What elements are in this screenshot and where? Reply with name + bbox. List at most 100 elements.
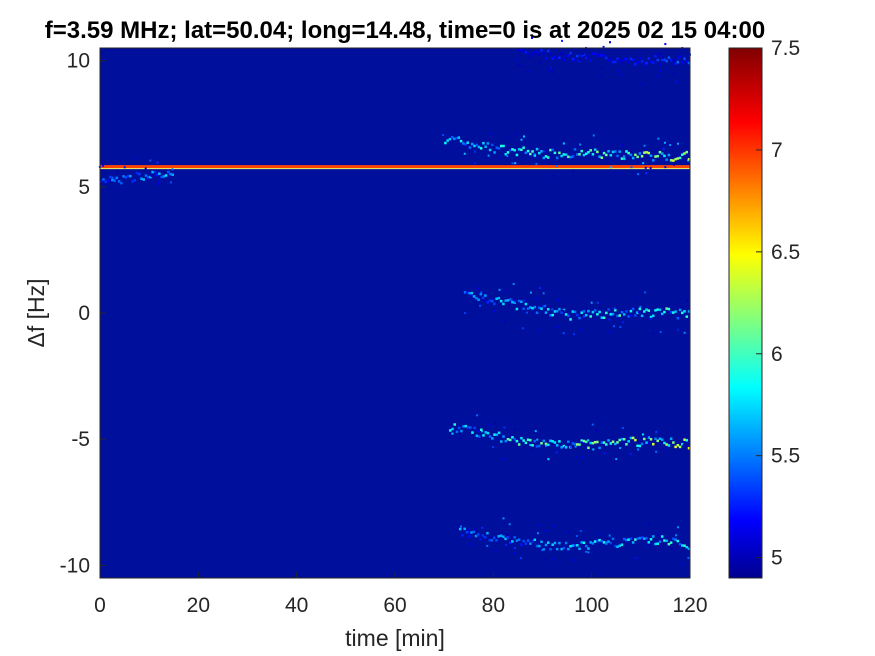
heatmap-cell [625, 57, 628, 61]
heatmap-cell [481, 534, 485, 537]
heatmap-cell [627, 538, 630, 541]
heatmap-cell [524, 51, 528, 54]
heatmap-cell [669, 311, 672, 314]
heatmap-cell [657, 534, 660, 537]
heatmap-cell [625, 443, 628, 446]
colorbar-scale [728, 47, 763, 579]
heatmap-cell [511, 300, 514, 304]
heatmap-cell [580, 54, 583, 58]
heatmap-cell [683, 310, 686, 313]
heatmap-cell [517, 148, 521, 151]
heatmap-cell [649, 60, 653, 64]
heatmap-cell [629, 314, 632, 317]
heatmap-cell [618, 314, 621, 317]
heatmap-cell [534, 430, 537, 433]
heatmap-cell [500, 440, 503, 443]
heatmap-cell [669, 541, 673, 544]
heatmap-cell [638, 536, 642, 540]
heatmap-cell [555, 444, 559, 447]
heatmap-cell [481, 526, 484, 529]
heatmap-cell [617, 70, 620, 73]
heatmap-cell [111, 176, 114, 179]
heatmap-cell [676, 444, 680, 447]
heatmap-cell [480, 428, 483, 431]
heatmap-cell [605, 311, 608, 315]
heatmap-cell [469, 542, 472, 545]
heatmap-cell [529, 291, 532, 294]
heatmap-cell [529, 542, 532, 545]
heatmap-cell [582, 52, 585, 55]
heatmap-cell [466, 426, 470, 429]
heatmap-cell [463, 312, 466, 315]
heatmap-cell [620, 310, 624, 314]
heatmap-cell [611, 312, 615, 316]
heatmap-cell [538, 444, 541, 448]
heatmap-cell [129, 174, 132, 178]
heatmap-cell [573, 148, 577, 151]
heatmap-cell [616, 545, 619, 549]
heatmap-cell [502, 144, 505, 148]
heatmap-cell [505, 543, 508, 546]
heatmap-cell [610, 166, 613, 169]
heatmap-cell [535, 162, 538, 165]
heatmap-cell [126, 174, 130, 178]
heatmap-cell [460, 525, 463, 528]
heatmap-cell [465, 530, 469, 534]
heatmap-cell [488, 148, 492, 152]
heatmap-cell [560, 446, 563, 449]
heatmap-cell [678, 308, 682, 312]
heatmap-cell [522, 307, 525, 311]
heatmap-cell [113, 179, 116, 182]
heatmap-cell [506, 151, 510, 154]
heatmap-cell [482, 299, 485, 302]
heatmap-cell [649, 154, 653, 157]
heatmap-cell [571, 544, 575, 547]
heatmap-cell [622, 321, 625, 324]
heatmap-cell [669, 159, 673, 162]
heatmap-cell [686, 299, 689, 302]
heatmap-cell [522, 439, 525, 442]
heatmap-cell [589, 59, 592, 62]
heatmap-cell [474, 534, 478, 538]
heatmap-cell [156, 161, 159, 164]
heatmap-cell [583, 315, 586, 318]
heatmap-cell [605, 153, 608, 157]
heatmap-cell [636, 440, 639, 443]
heatmap-cell [553, 174, 556, 177]
heatmap-cell [645, 61, 648, 65]
heatmap-cell [542, 292, 545, 295]
heatmap-cell [460, 429, 463, 433]
heatmap-cell [660, 52, 663, 55]
x-tick-label: 0 [94, 594, 106, 617]
heatmap-cell [576, 443, 579, 446]
heatmap-cell [647, 151, 651, 155]
heatmap-cell [538, 524, 541, 527]
heatmap-cell [645, 441, 648, 444]
heatmap-cell [587, 551, 590, 554]
heatmap-cell [654, 54, 657, 58]
heatmap-cell [488, 299, 492, 303]
heatmap-cell [493, 310, 496, 313]
heatmap-cell [584, 56, 588, 60]
heatmap-cell [658, 308, 662, 312]
heatmap-cell [486, 531, 489, 535]
heatmap-cell [656, 308, 659, 311]
heatmap-cell [647, 541, 651, 544]
heatmap-cell [535, 297, 538, 300]
heatmap-cell [520, 300, 523, 304]
heatmap-cell [607, 540, 610, 543]
heatmap-cell [572, 559, 575, 562]
heatmap-cell [493, 151, 496, 154]
heatmap-cell [629, 153, 633, 157]
heatmap-cell [676, 328, 679, 331]
heatmap-cell [102, 178, 105, 181]
heatmap-cell [444, 141, 447, 145]
heatmap-cell [624, 48, 627, 51]
heatmap-cell [158, 180, 161, 183]
heatmap-cell [638, 152, 642, 155]
heatmap-cell [551, 308, 554, 311]
heatmap-cell [580, 541, 583, 544]
heatmap-cell [448, 137, 452, 141]
heatmap-cell [645, 151, 648, 154]
heatmap-cell [549, 53, 552, 56]
